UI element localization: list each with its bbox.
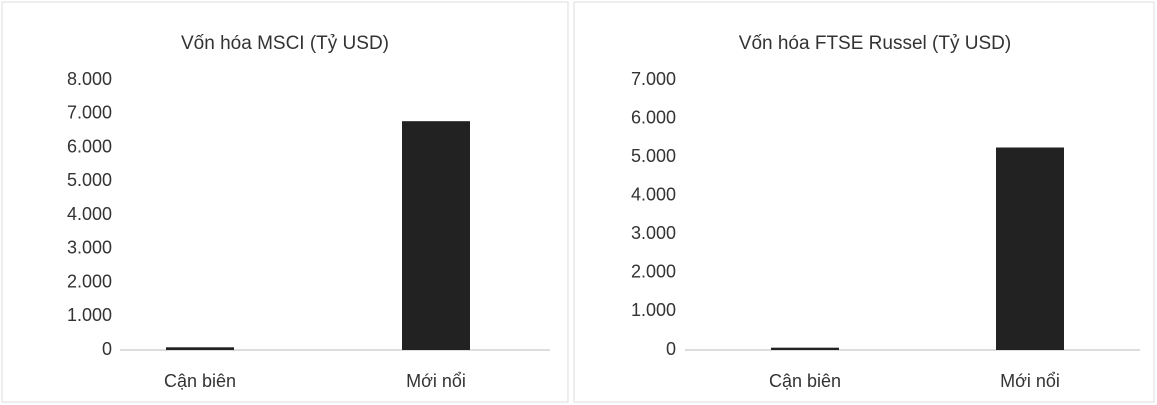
y-tick-label: 3.000 — [631, 223, 676, 243]
x-tick-label: Cận biên — [164, 371, 236, 391]
y-tick-label: 0 — [666, 339, 676, 359]
panel-right — [573, 1, 1155, 403]
bar — [996, 147, 1064, 350]
bar — [771, 347, 839, 350]
y-tick-label: 7.000 — [67, 103, 112, 123]
y-tick-label: 0 — [102, 339, 112, 359]
y-tick-label: 1.000 — [67, 305, 112, 325]
panel-left — [1, 1, 569, 403]
y-tick-label: 2.000 — [67, 271, 112, 291]
bar — [166, 347, 234, 350]
y-tick-label: 8.000 — [67, 69, 112, 89]
x-tick-label: Mới nổi — [1000, 371, 1060, 391]
x-tick-label: Mới nổi — [406, 371, 466, 391]
chart-title: Vốn hóa MSCI (Tỷ USD) — [181, 33, 389, 54]
y-tick-label: 2.000 — [631, 262, 676, 282]
y-tick-label: 4.000 — [631, 184, 676, 204]
y-tick-label: 6.000 — [631, 107, 676, 127]
y-tick-label: 5.000 — [67, 170, 112, 190]
y-tick-label: 5.000 — [631, 146, 676, 166]
y-tick-label: 3.000 — [67, 238, 112, 258]
chart-title: Vốn hóa FTSE Russel (Tỷ USD) — [739, 33, 1011, 54]
y-tick-label: 4.000 — [67, 204, 112, 224]
bar — [402, 121, 470, 350]
y-tick-label: 6.000 — [67, 136, 112, 156]
x-tick-label: Cận biên — [769, 371, 841, 391]
y-tick-label: 1.000 — [631, 300, 676, 320]
y-tick-label: 7.000 — [631, 69, 676, 89]
